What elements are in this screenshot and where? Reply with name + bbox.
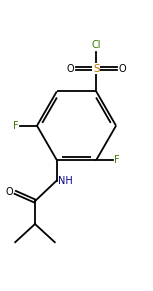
Text: Cl: Cl [91,40,101,50]
Text: O: O [67,63,74,74]
Text: O: O [5,187,13,197]
Text: F: F [114,155,120,165]
Text: O: O [118,63,126,74]
Text: S: S [93,63,100,74]
Text: F: F [13,121,19,131]
Text: NH: NH [58,175,73,186]
